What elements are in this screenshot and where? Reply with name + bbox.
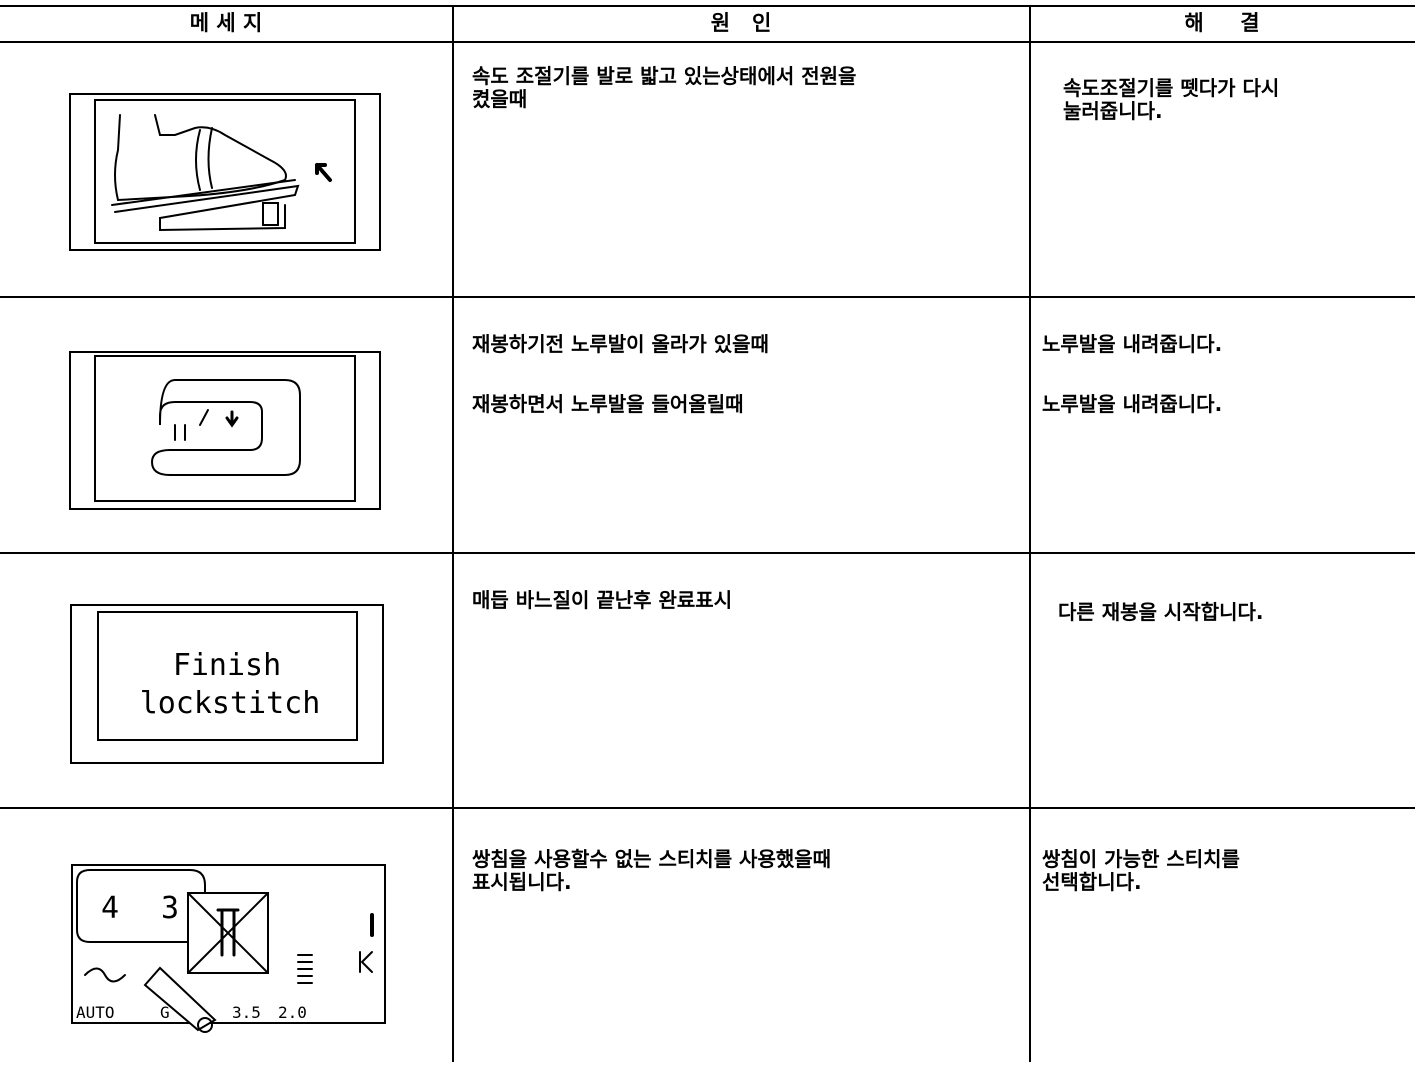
- cause-text: 재봉하면서 노루발을 들어올릴때: [472, 392, 744, 416]
- solution-text: 선택합니다.: [1042, 870, 1142, 894]
- cause-text: 켰을때: [472, 87, 527, 111]
- header-cell: 원 인: [711, 11, 772, 35]
- screen-text: 2.0: [278, 1003, 307, 1022]
- cause-text: 속도 조절기를 발로 밟고 있는상태에서 전원을: [472, 64, 856, 88]
- screen-finish: [70, 604, 384, 764]
- screen-text: Finish: [173, 648, 281, 683]
- cause-text: 쌍침을 사용할수 없는 스티치를 사용했을때: [472, 847, 831, 871]
- solution-text: 속도조절기를 뗏다가 다시: [1063, 76, 1279, 100]
- screen-text: 3: [161, 891, 179, 926]
- solution-text: 눌러줍니다.: [1063, 99, 1163, 123]
- screen-twin-needle: [71, 864, 386, 1033]
- header-cell: 메 세 지: [190, 11, 263, 35]
- solution-text: 노루발을 내려줍니다.: [1042, 392, 1222, 416]
- table-lines: [0, 5, 1415, 1063]
- cause-text: 재봉하기전 노루발이 올라가 있을때: [472, 332, 769, 356]
- solution-text: 다른 재봉을 시작합니다.: [1058, 600, 1264, 624]
- screen-text: 4: [101, 891, 119, 926]
- screen-text: G: [160, 1003, 170, 1022]
- header-cell: 해 결: [1184, 11, 1259, 35]
- cause-text: 표시됩니다.: [472, 870, 572, 894]
- screen-text: AUTO: [76, 1003, 115, 1022]
- solution-text: 쌍침이 가능한 스티치를: [1042, 847, 1240, 871]
- screen-pedal: [69, 93, 381, 251]
- solution-text: 노루발을 내려줍니다.: [1042, 332, 1222, 356]
- screen-presser-foot: [69, 351, 381, 510]
- screen-text: 3.5: [232, 1003, 261, 1022]
- cause-text: 매듭 바느질이 끝난후 완료표시: [472, 588, 732, 612]
- screen-text: lockstitch: [140, 686, 321, 721]
